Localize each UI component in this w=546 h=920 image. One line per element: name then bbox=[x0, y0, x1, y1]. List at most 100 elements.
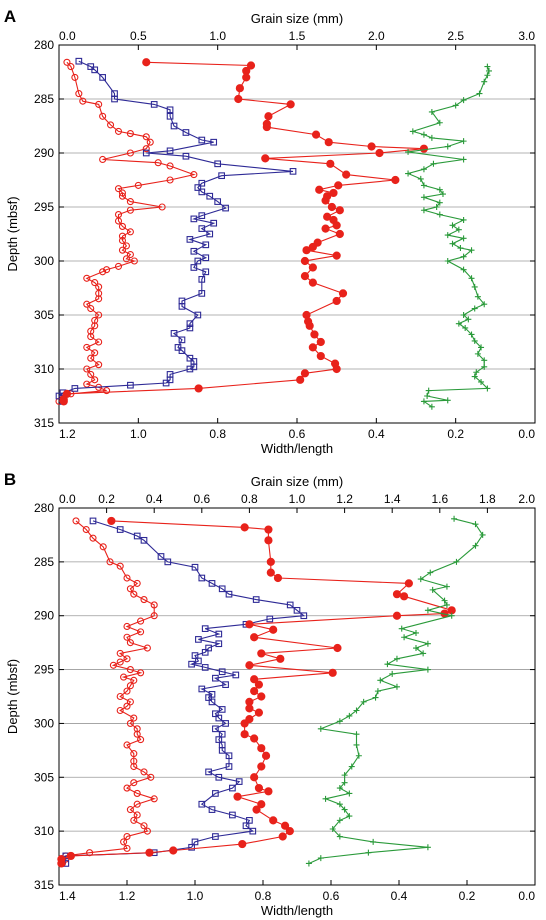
data-point bbox=[103, 387, 111, 395]
data-point bbox=[424, 666, 431, 673]
data-point bbox=[468, 275, 475, 282]
data-point bbox=[484, 63, 491, 70]
top-tick-label: 1.2 bbox=[336, 492, 353, 506]
series-plus bbox=[405, 63, 492, 410]
data-point bbox=[240, 719, 249, 728]
data-point bbox=[126, 228, 134, 236]
data-point bbox=[300, 612, 308, 620]
data-point bbox=[317, 725, 324, 732]
data-point bbox=[234, 94, 243, 104]
data-point bbox=[116, 658, 124, 666]
data-point bbox=[150, 101, 158, 108]
data-point bbox=[245, 620, 254, 629]
data-point bbox=[198, 179, 206, 187]
y-axis-label: Depth (mbsf) bbox=[5, 659, 20, 734]
data-point bbox=[262, 122, 271, 132]
top-tick-label: 1.5 bbox=[289, 29, 306, 43]
panel-letter: A bbox=[4, 7, 16, 26]
data-point bbox=[142, 145, 150, 153]
data-point bbox=[67, 63, 75, 71]
data-point bbox=[433, 204, 440, 210]
data-point bbox=[342, 170, 351, 179]
data-point bbox=[453, 558, 460, 565]
data-point bbox=[332, 221, 341, 230]
data-point bbox=[436, 119, 443, 126]
data-point bbox=[122, 242, 130, 250]
data-point bbox=[178, 303, 186, 310]
data-point bbox=[300, 256, 310, 266]
data-point bbox=[198, 212, 206, 219]
data-point bbox=[424, 607, 431, 614]
y-tick-label: 295 bbox=[34, 663, 54, 677]
data-point bbox=[186, 236, 194, 243]
data-point bbox=[419, 144, 429, 153]
data-point bbox=[338, 289, 348, 298]
y-tick-label: 305 bbox=[34, 308, 54, 322]
data-point bbox=[332, 251, 341, 260]
bottom-tick-label: 1.0 bbox=[130, 427, 147, 441]
data-point bbox=[471, 373, 478, 380]
data-point bbox=[95, 361, 103, 369]
data-point bbox=[150, 612, 158, 620]
data-point bbox=[140, 822, 148, 830]
data-point bbox=[420, 166, 427, 173]
data-point bbox=[250, 687, 259, 696]
data-point bbox=[123, 633, 131, 641]
data-point bbox=[208, 806, 216, 813]
data-point bbox=[130, 714, 138, 722]
data-point bbox=[130, 779, 138, 787]
data-point bbox=[257, 800, 266, 809]
data-point bbox=[212, 790, 219, 797]
data-point bbox=[462, 324, 469, 331]
series-plus bbox=[305, 515, 486, 867]
data-point bbox=[264, 525, 273, 534]
data-point bbox=[336, 801, 343, 808]
data-point bbox=[83, 365, 91, 373]
data-point bbox=[215, 714, 223, 722]
data-point bbox=[71, 385, 79, 392]
y-tick-label: 300 bbox=[34, 716, 54, 730]
data-point bbox=[329, 188, 338, 198]
data-point bbox=[83, 300, 91, 308]
data-point bbox=[305, 860, 312, 867]
data-point bbox=[321, 196, 330, 205]
data-point bbox=[246, 817, 253, 824]
data-point bbox=[311, 130, 321, 139]
data-point bbox=[323, 212, 332, 221]
data-point bbox=[99, 112, 107, 120]
data-point bbox=[205, 694, 212, 701]
data-point bbox=[170, 122, 178, 130]
top-tick-label: 0.0 bbox=[59, 492, 76, 506]
data-point bbox=[393, 655, 400, 662]
data-point bbox=[225, 590, 233, 598]
data-point bbox=[452, 102, 459, 109]
data-point bbox=[289, 168, 297, 175]
data-point bbox=[401, 634, 408, 641]
data-point bbox=[400, 592, 409, 601]
data-point bbox=[264, 536, 273, 545]
top-tick-label: 0.5 bbox=[130, 29, 147, 43]
data-point bbox=[448, 612, 455, 619]
data-point bbox=[212, 710, 219, 718]
data-point bbox=[208, 698, 216, 706]
data-point bbox=[269, 816, 278, 825]
data-point bbox=[444, 143, 451, 150]
data-point bbox=[210, 219, 218, 227]
data-point bbox=[436, 199, 443, 206]
data-point bbox=[367, 142, 376, 151]
data-point bbox=[178, 336, 186, 344]
top-tick-label: 0.0 bbox=[59, 29, 76, 43]
top-tick-label: 0.4 bbox=[146, 492, 163, 506]
data-point bbox=[198, 188, 206, 196]
data-point bbox=[341, 806, 348, 813]
data-point bbox=[194, 184, 202, 191]
bottom-tick-label: 1.4 bbox=[59, 889, 76, 903]
data-point bbox=[169, 846, 178, 855]
data-point bbox=[133, 730, 141, 738]
data-point bbox=[202, 241, 210, 249]
data-point bbox=[264, 112, 273, 121]
data-point bbox=[481, 363, 488, 370]
data-point bbox=[240, 523, 249, 532]
data-point bbox=[87, 333, 95, 341]
data-point bbox=[166, 106, 174, 114]
